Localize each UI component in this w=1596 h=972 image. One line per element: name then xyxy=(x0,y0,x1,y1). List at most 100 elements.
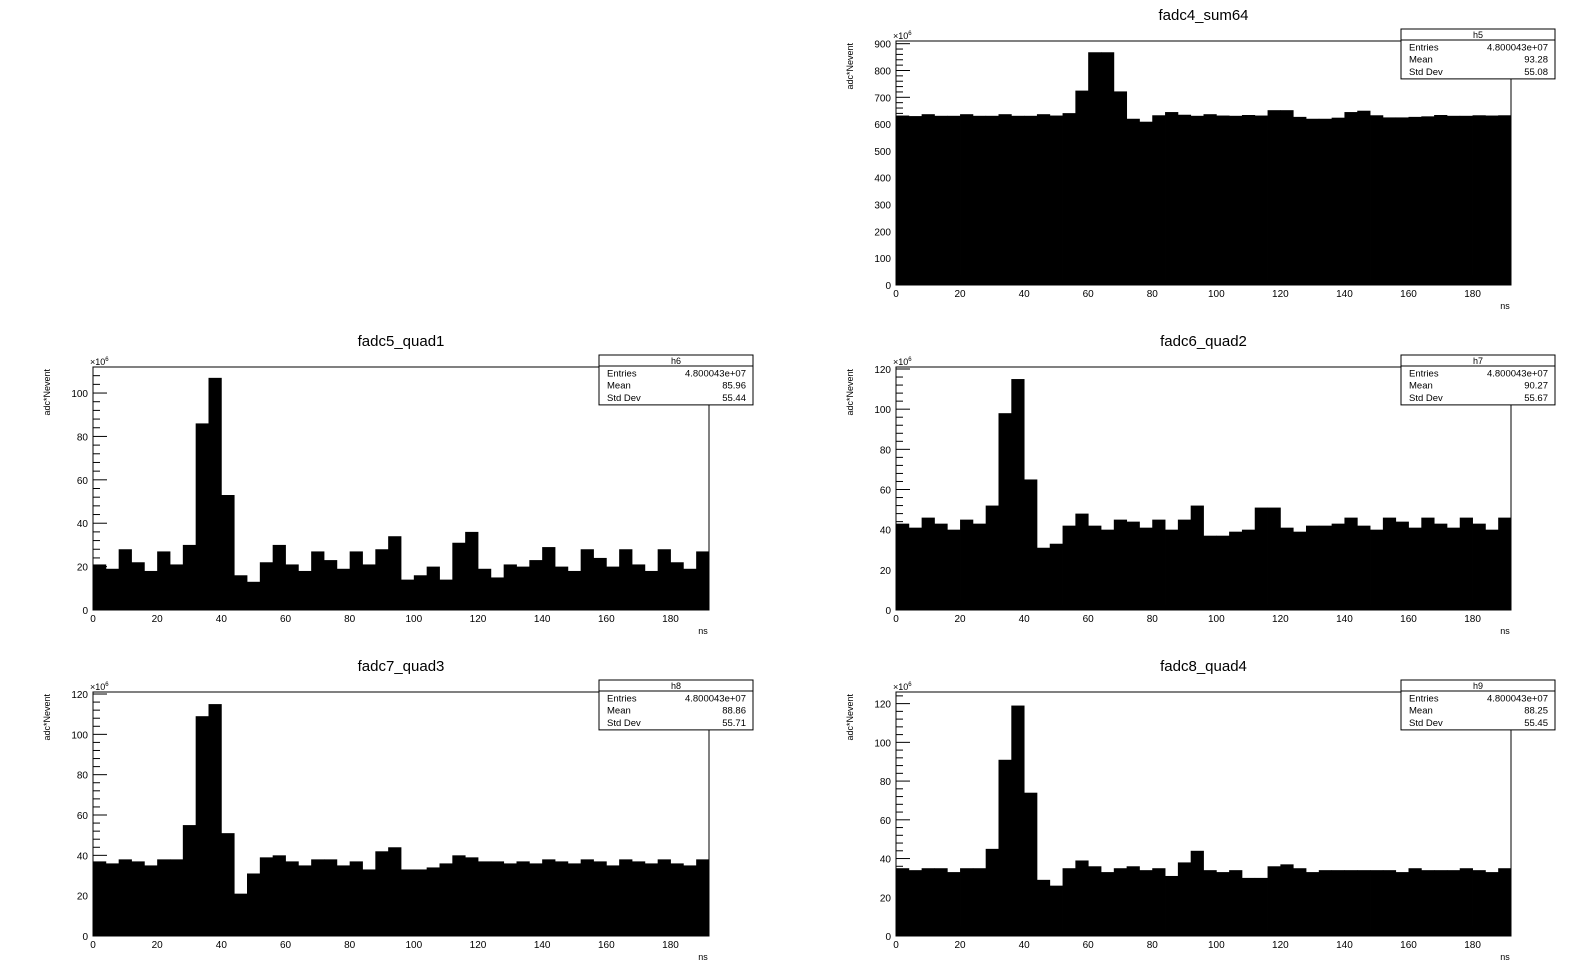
histogram-bar xyxy=(1126,866,1140,936)
chart-pad-4: fadc8_quad4 0 20 40 60 80 100 120 0 20 40 60 80 100 12… xyxy=(845,658,1556,962)
histogram-bar xyxy=(1075,513,1089,610)
y-exponent-label: ×106 xyxy=(90,682,109,692)
histogram-bar xyxy=(696,859,710,936)
x-tick-label: 140 xyxy=(534,940,551,951)
histogram-bar xyxy=(452,542,466,610)
histogram-bar xyxy=(1203,535,1217,610)
histogram-bar xyxy=(934,523,948,610)
x-tick-label: 160 xyxy=(1400,289,1417,300)
histogram-bar xyxy=(896,868,910,936)
histogram-bar xyxy=(272,855,286,936)
histogram-bar xyxy=(555,861,569,936)
histogram-bar xyxy=(972,523,987,610)
x-tick-label: 100 xyxy=(405,614,422,625)
histogram-bar xyxy=(593,861,607,936)
histogram-bar xyxy=(908,527,923,610)
x-axis-label: ns xyxy=(698,952,708,962)
histogram-bar xyxy=(1498,868,1512,936)
histogram-bar xyxy=(1331,117,1345,285)
histogram-bar xyxy=(401,869,415,936)
histogram-bar xyxy=(529,560,543,610)
stats-box: h7 Entries 4.800043e+07 Mean 90.27 Std Dev 55.… xyxy=(1400,354,1556,406)
stats-box-label: Entries xyxy=(1409,368,1439,379)
stats-box-value: 90.27 xyxy=(1524,381,1548,392)
histogram-bar xyxy=(555,566,569,610)
y-exponent-power: 6 xyxy=(908,31,912,37)
y-exponent-base: ×10 xyxy=(90,357,105,367)
histogram-bar xyxy=(1139,527,1153,610)
x-tick-label: 60 xyxy=(280,614,292,625)
histogram-bar xyxy=(234,575,248,610)
histogram-bars xyxy=(93,704,710,936)
x-tick-label: 0 xyxy=(893,614,899,625)
x-tick-label: 40 xyxy=(216,940,228,951)
stats-box-value: 55.45 xyxy=(1524,718,1548,729)
chart-pad-3: fadc7_quad3 0 20 40 60 80 100 120 0 20 40 60 80 100 12… xyxy=(42,658,754,962)
histogram-bar xyxy=(1241,529,1256,610)
stats-box-label: Std Dev xyxy=(607,393,641,404)
histogram-bar xyxy=(1036,114,1051,285)
histogram-bar xyxy=(696,551,710,610)
histogram-bar xyxy=(1101,529,1115,610)
stats-box-frame xyxy=(1400,354,1556,406)
histogram-bar xyxy=(1306,118,1320,285)
histogram-bar xyxy=(221,833,235,936)
y-tick-label: 400 xyxy=(874,174,891,185)
x-axis-label: ns xyxy=(1500,952,1510,962)
histogram-bar xyxy=(1126,118,1140,285)
stats-box-label: Mean xyxy=(607,381,631,392)
histogram-bar xyxy=(985,115,999,285)
histogram-bar xyxy=(144,570,158,610)
x-tick-label: 40 xyxy=(1019,289,1031,300)
histogram-bar xyxy=(908,116,923,285)
histogram-bar xyxy=(439,863,453,936)
histogram-bar xyxy=(1331,870,1345,936)
x-tick-label: 160 xyxy=(1400,940,1417,951)
y-tick-label: 80 xyxy=(880,445,892,456)
histogram-bar xyxy=(1101,52,1115,286)
histogram-bar xyxy=(1024,792,1038,936)
y-exponent-power: 6 xyxy=(908,682,912,688)
x-tick-label: 0 xyxy=(90,614,96,625)
histogram-bar xyxy=(1075,860,1089,936)
stats-box-label: Mean xyxy=(1409,381,1433,392)
y-exponent-base: ×10 xyxy=(893,682,908,692)
histogram-bar xyxy=(657,859,671,936)
x-tick-label: 160 xyxy=(1400,614,1417,625)
histogram-bar xyxy=(247,873,261,936)
stats-box-label: Mean xyxy=(1409,55,1433,66)
histogram-bars xyxy=(93,377,710,610)
histogram-bar xyxy=(1434,115,1448,285)
histogram-bar xyxy=(1408,868,1422,936)
histogram-bar xyxy=(157,551,171,610)
histogram-bar xyxy=(1267,507,1281,610)
histogram-bar xyxy=(490,861,505,936)
stats-box-label: Mean xyxy=(607,706,631,717)
histogram-bar xyxy=(1472,523,1486,610)
x-tick-label: 160 xyxy=(598,940,615,951)
y-exponent-label: ×106 xyxy=(90,357,109,367)
histogram-bar xyxy=(1049,543,1063,610)
histogram-bar xyxy=(1306,525,1320,610)
x-tick-label: 120 xyxy=(470,940,487,951)
histogram-bar xyxy=(1049,885,1063,936)
histogram-bar xyxy=(311,859,325,936)
x-tick-label: 60 xyxy=(1083,289,1095,300)
stats-box-value: 93.28 xyxy=(1524,55,1548,66)
histogram-bar xyxy=(1062,525,1076,610)
stats-box-frame xyxy=(598,354,754,406)
histogram-bar xyxy=(1152,115,1166,286)
histogram-bar xyxy=(1267,110,1281,285)
histogram-bar xyxy=(921,517,935,610)
x-tick-label: 20 xyxy=(955,289,967,300)
y-tick-label: 60 xyxy=(77,476,89,487)
x-tick-label: 60 xyxy=(280,940,292,951)
stats-box-name: h8 xyxy=(671,681,681,691)
y-tick-label: 120 xyxy=(874,700,891,711)
y-exponent-power: 6 xyxy=(908,357,912,363)
stats-box-value: 85.96 xyxy=(722,381,746,392)
histogram-bar xyxy=(606,566,620,610)
stats-box-frame xyxy=(1400,28,1556,80)
y-tick-label: 60 xyxy=(880,486,892,497)
